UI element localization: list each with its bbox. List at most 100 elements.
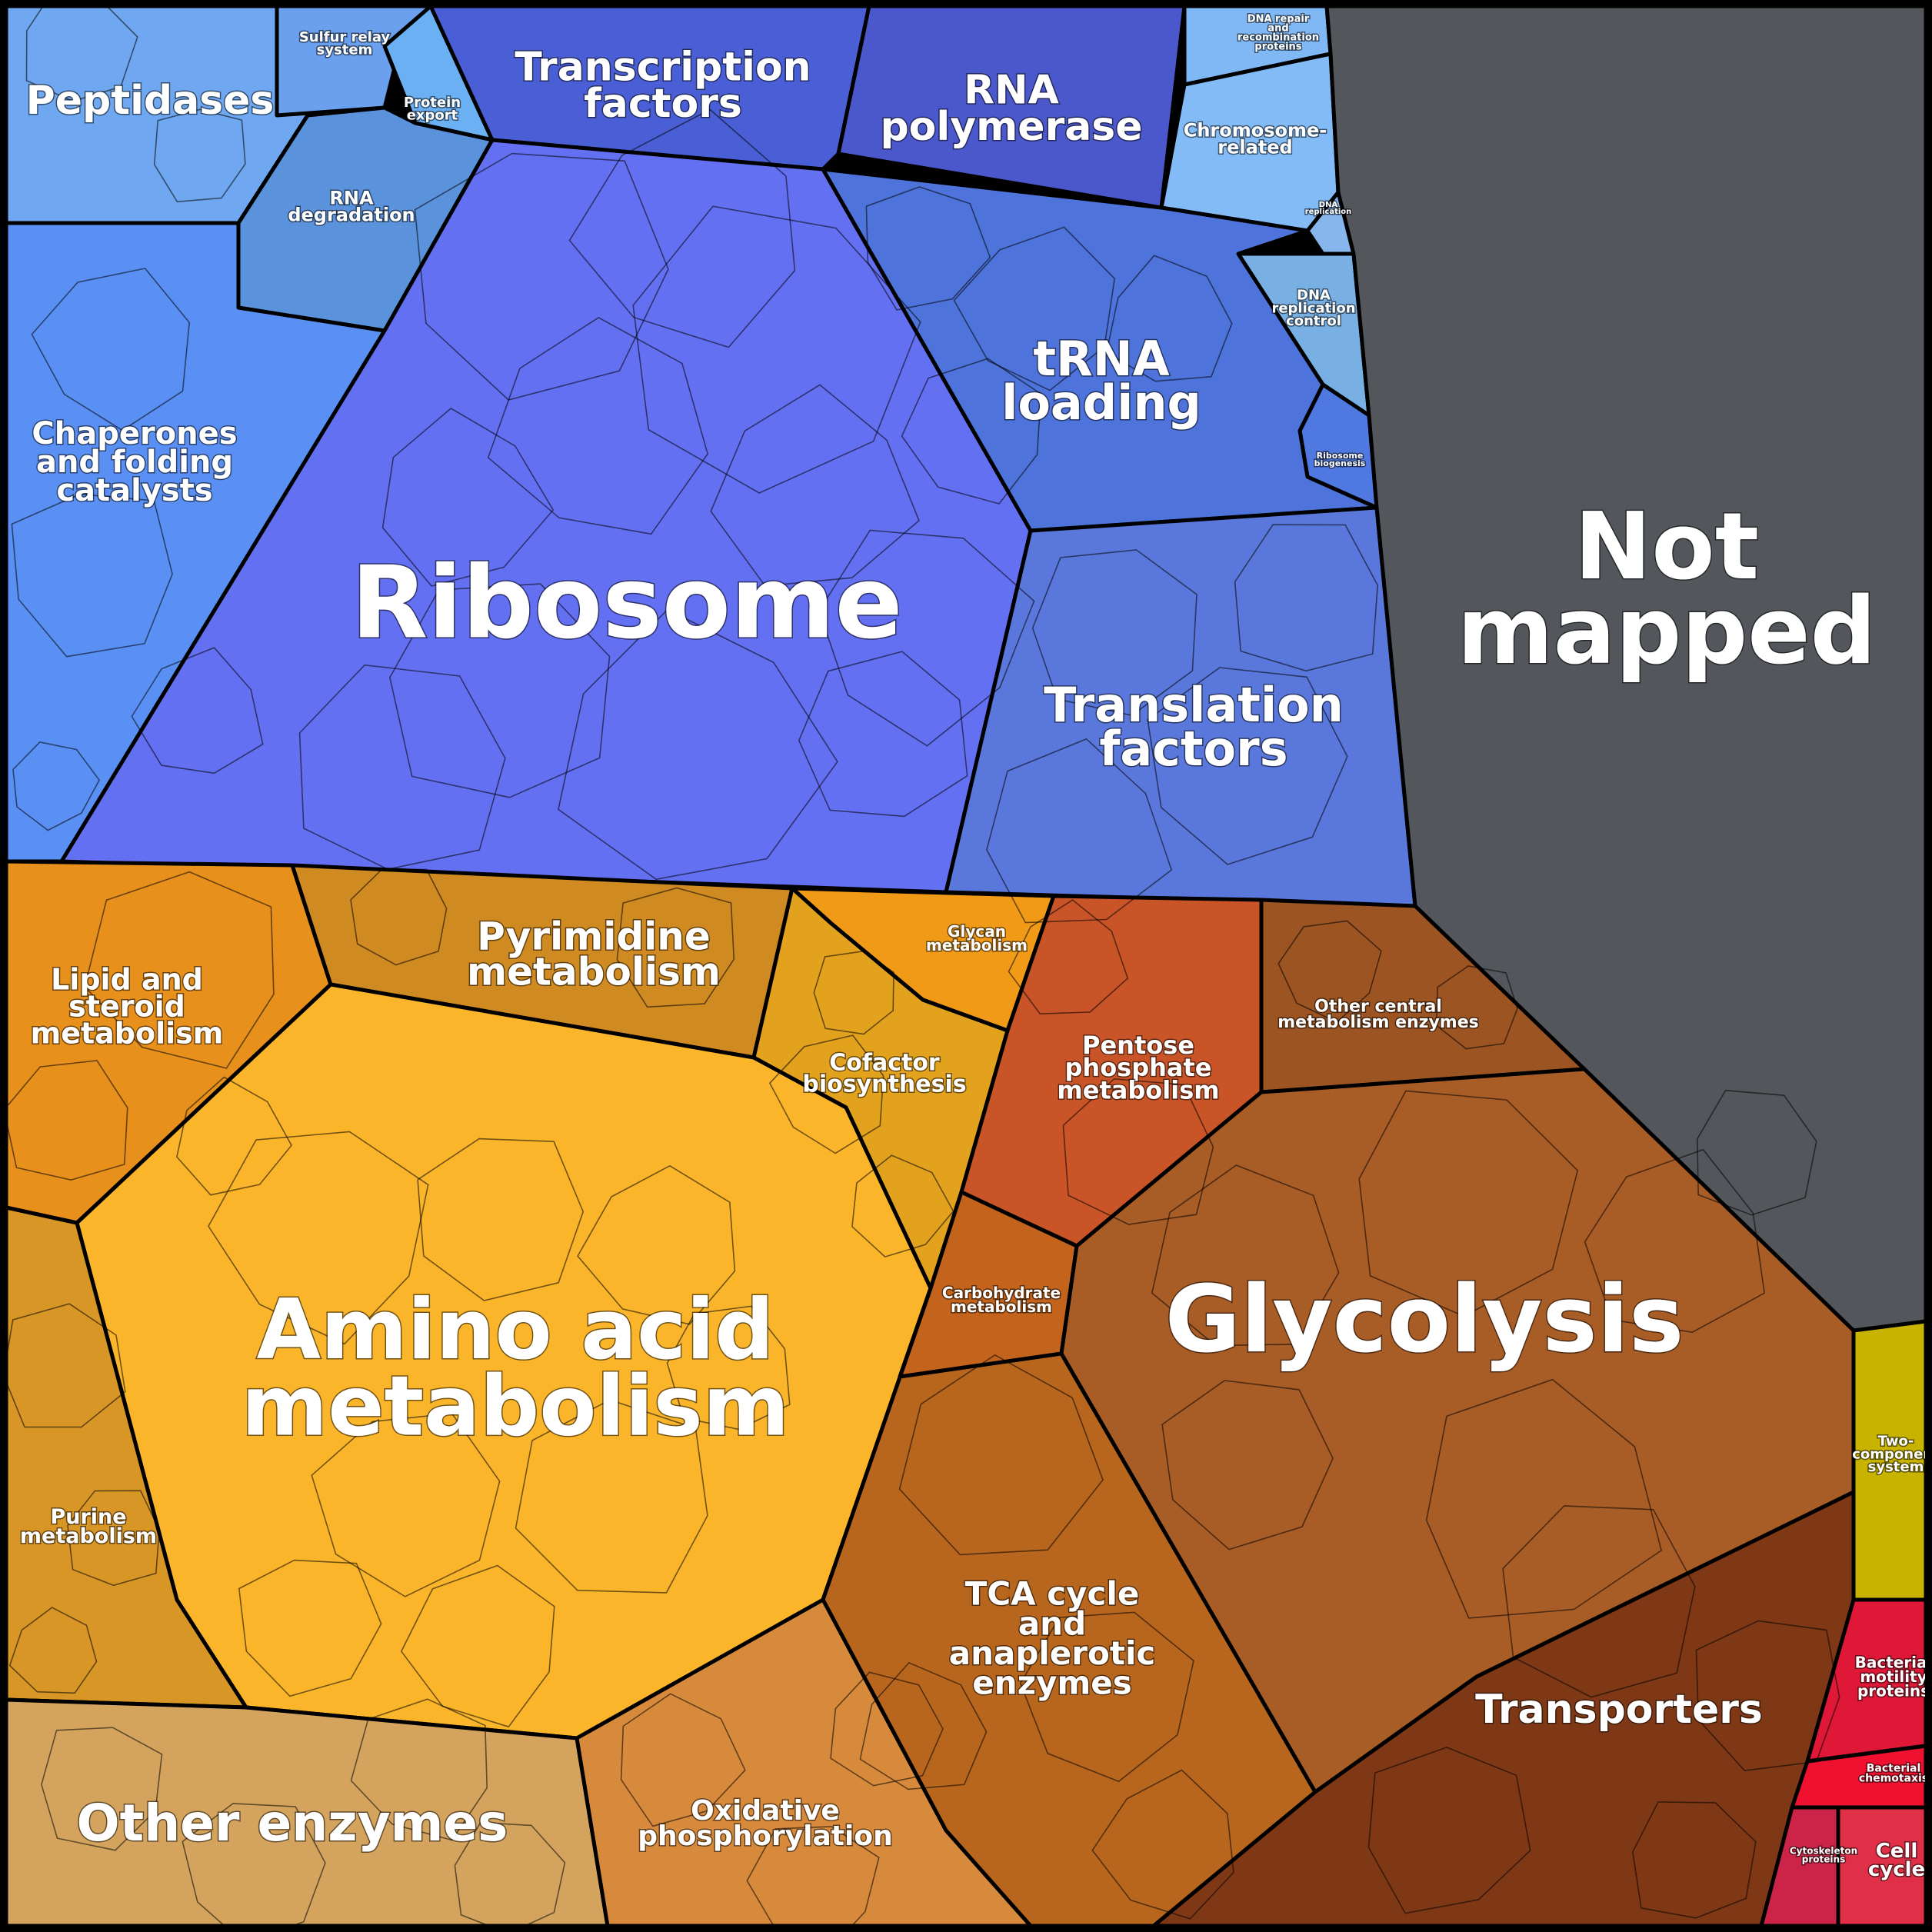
- label-line: loading: [1001, 375, 1201, 431]
- protein-cell: [389, 583, 611, 798]
- protein-cell: [1367, 1747, 1531, 1914]
- label-pentose: Pentose phosphate metabolism: [1057, 1031, 1219, 1105]
- label-line: DNA: [1319, 201, 1338, 209]
- label-line: and: [1267, 23, 1288, 35]
- label-line: motility: [1860, 1667, 1927, 1686]
- label-line: control: [1286, 313, 1341, 329]
- label-line: RNA: [964, 67, 1059, 113]
- label-line: chemotaxis: [1859, 1772, 1928, 1784]
- protein-cell: [1161, 1380, 1334, 1551]
- label-line: and: [1018, 1604, 1086, 1642]
- label-line: Glycolysis: [1165, 1267, 1684, 1374]
- label-line: Chromosome-: [1184, 119, 1327, 141]
- label-rna-polymerase: RNA polymerase: [880, 67, 1142, 150]
- label-peptidases: Peptidases: [26, 78, 275, 124]
- label-line: replication: [1271, 300, 1355, 316]
- label-protein-export: Protein export: [404, 95, 461, 124]
- label-line: proteins: [1857, 1681, 1930, 1700]
- label-ribosome-biogenesis: Ribosome biogenesis: [1314, 451, 1366, 468]
- label-line: factors: [584, 81, 742, 127]
- protein-cell: [84, 871, 275, 1069]
- protein-cell: [414, 152, 669, 401]
- label-dna-replication-control: DNA replication control: [1271, 288, 1355, 329]
- protein-cell: [176, 1076, 292, 1196]
- protein-cell: [616, 887, 735, 1008]
- protein-cell: [1425, 1378, 1663, 1619]
- protein-cell: [1584, 1148, 1765, 1334]
- label-ribosome: Ribosome: [351, 545, 902, 661]
- label-line: polymerase: [880, 104, 1142, 150]
- label-line: export: [407, 108, 458, 124]
- protein-cell: [1277, 920, 1382, 1023]
- protein-cell: [898, 1354, 1104, 1556]
- protein-cell: [865, 186, 991, 311]
- label-line: DNA repair: [1247, 14, 1310, 25]
- protein-cell: [558, 608, 838, 881]
- label-line: Cofactor: [829, 1050, 940, 1077]
- protein-cell: [208, 1131, 429, 1345]
- label-line: Lipid and: [51, 962, 203, 996]
- protein-cell: [12, 741, 101, 831]
- protein-cell: [400, 1564, 555, 1728]
- label-other-enzymes: Other enzymes: [77, 1794, 508, 1853]
- label-line: Carbohydrate: [942, 1284, 1061, 1302]
- label-transporters: Transporters: [1475, 1687, 1763, 1733]
- label-chemotaxis: Bacterial chemotaxis: [1859, 1763, 1928, 1785]
- protein-cell: [710, 384, 920, 587]
- region-oxphos: [575, 1597, 1033, 1928]
- label-line: Ribosome: [351, 545, 902, 661]
- label-dna-replication: DNA replication: [1305, 201, 1352, 216]
- label-amino-acid: Amino acid metabolism: [242, 1282, 790, 1454]
- label-line: Transporters: [1475, 1687, 1763, 1733]
- protein-cell: [67, 1490, 160, 1587]
- label-line: Oxidative: [691, 1795, 840, 1827]
- protein-cell: [577, 1164, 736, 1325]
- label-line: system: [1868, 1459, 1924, 1475]
- label-chromosome-related: Chromosome-related: [1184, 119, 1327, 158]
- protein-cell: [768, 1034, 884, 1154]
- label-line: factors: [1099, 721, 1287, 777]
- label-tca: TCA cycle and anaplerotic enzymes: [949, 1575, 1155, 1702]
- label-line: metabolism: [242, 1359, 790, 1455]
- label-cofactor: Cofactor biosynthesis: [802, 1050, 966, 1098]
- protein-cell: [666, 1305, 791, 1431]
- label-line: Other central: [1314, 998, 1442, 1017]
- label-line: Ribosome: [1317, 451, 1364, 461]
- label-glycolysis: Glycolysis: [1165, 1267, 1684, 1374]
- label-line: Translation: [1044, 677, 1344, 733]
- label-cytoskeleton: Cytoskeleton proteins: [1790, 1846, 1857, 1865]
- label-rna-degradation: RNA degradation: [288, 187, 415, 225]
- label-line: RNA: [329, 187, 374, 208]
- protein-cell: [1502, 1505, 1696, 1698]
- label-line: TCA cycle: [965, 1575, 1140, 1613]
- label-line: and folding: [36, 445, 233, 480]
- label-line: proteins: [1802, 1854, 1845, 1865]
- label-trna-loading: tRNA loading: [1001, 331, 1201, 431]
- label-line: proteins: [1254, 42, 1301, 53]
- label-line: Protein: [404, 95, 461, 111]
- label-line: metabolism: [1057, 1076, 1219, 1105]
- label-translation-factors: Translation factors: [1044, 677, 1344, 777]
- label-line: Two-: [1878, 1434, 1914, 1450]
- label-two-component: Two-component system: [1852, 1434, 1932, 1475]
- label-dna-repair: DNA repair and recombination proteins: [1237, 14, 1319, 53]
- label-line: metabolism: [31, 1016, 224, 1050]
- label-line: biosynthesis: [802, 1071, 966, 1098]
- label-line: Pentose: [1082, 1031, 1194, 1060]
- protein-cell: [1696, 1089, 1817, 1216]
- label-line: mapped: [1457, 578, 1876, 685]
- label-line: metabolism: [926, 936, 1028, 954]
- label-chaperones: Chaperones and folding catalysts: [32, 416, 237, 508]
- label-oxphos: Oxidative phosphorylation: [638, 1795, 892, 1852]
- label-line: Sulfur relay: [299, 29, 391, 45]
- protein-cell: [568, 108, 796, 348]
- label-motility: Bacterial motility proteins: [1855, 1654, 1932, 1700]
- label-line: metabolism: [467, 950, 721, 994]
- protein-cell: [238, 1559, 382, 1697]
- label-line: component: [1852, 1446, 1932, 1462]
- protein-cell: [632, 205, 921, 494]
- label-line: Other enzymes: [77, 1794, 508, 1853]
- label-line: related: [1217, 136, 1292, 158]
